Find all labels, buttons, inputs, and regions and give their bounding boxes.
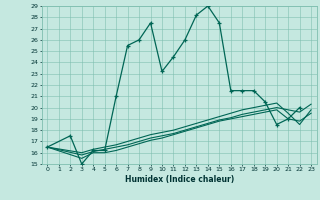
X-axis label: Humidex (Indice chaleur): Humidex (Indice chaleur) <box>124 175 234 184</box>
